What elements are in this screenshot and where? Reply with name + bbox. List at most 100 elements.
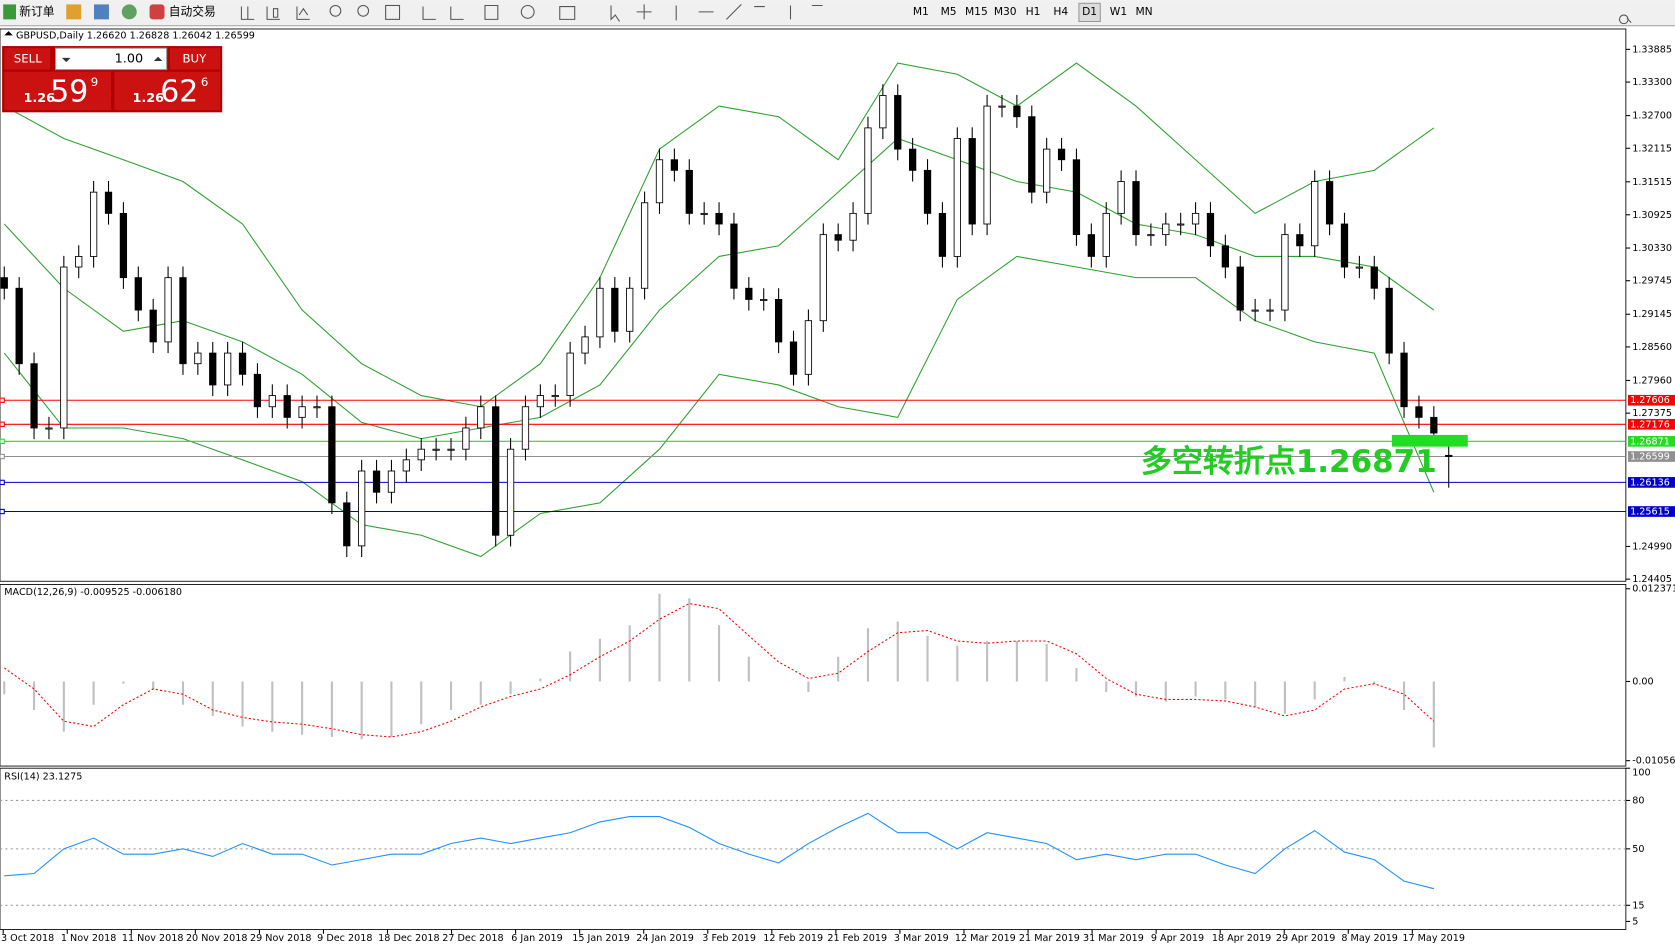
candle-body (224, 352, 232, 386)
candle-body (640, 202, 649, 289)
candle-body (1206, 212, 1215, 247)
candle-body (834, 234, 842, 241)
candle-body (998, 105, 1006, 108)
lots-down[interactable] (61, 57, 71, 63)
x-tick-label: 8 May 2019 (1341, 933, 1398, 944)
candle-body (670, 159, 679, 171)
plot: 1.33885 1.33300 1.32700 1.32115 1.31515 1.309… (0, 44, 1675, 944)
candle-body (909, 148, 917, 171)
sell-button[interactable] (4, 48, 51, 70)
x-tick-label: 1 Nov 2018 (61, 933, 116, 944)
macd-signal (3, 602, 1435, 738)
x-tick-label: 17 May 2019 (1402, 933, 1465, 944)
candle-body (611, 287, 619, 332)
level-label: 1.26871 (1630, 436, 1670, 447)
auto-trading-icon[interactable] (149, 4, 165, 20)
candle-body (1147, 234, 1155, 237)
timeframe-button[interactable]: M1 (913, 5, 929, 18)
timeframe-button[interactable]: MN (1135, 5, 1152, 18)
candle-body (462, 427, 470, 450)
timeframe-button[interactable]: H4 (1053, 5, 1068, 18)
level-marker (0, 421, 5, 427)
candle-body (983, 105, 991, 225)
lots-up[interactable] (153, 56, 163, 62)
timeframe-active (1078, 2, 1101, 23)
auto-trading-button[interactable]: 自动交易 (169, 4, 216, 18)
candle-body (134, 277, 142, 311)
x-tick-label: 11 Nov 2018 (122, 933, 184, 944)
timeframe-button[interactable]: W1 (1110, 5, 1127, 18)
timeframe-button[interactable]: M30 (994, 5, 1017, 18)
new-order-icon[interactable] (3, 4, 17, 20)
candle-body (1132, 181, 1140, 236)
y-tick-label: 1.29745 (1632, 276, 1672, 287)
timeframe-button[interactable]: H1 (1026, 5, 1041, 18)
candle-body (774, 299, 783, 343)
timeframe-button[interactable]: M5 (941, 5, 957, 18)
y-tick-label: 1.28560 (1632, 342, 1672, 353)
tool-icon[interactable] (94, 4, 109, 20)
candle-body (506, 448, 515, 536)
chart-type-icons[interactable] (240, 6, 310, 20)
candle-body (119, 212, 128, 279)
lots-value[interactable]: 1.00 (115, 51, 144, 66)
y-tick-label: 1.24405 (1632, 574, 1672, 585)
candle-body (730, 223, 738, 289)
y-tick-label: 1.33885 (1632, 44, 1672, 55)
timeframe-button[interactable]: D1 (1082, 5, 1097, 18)
x-tick-label: 12 Mar 2019 (955, 933, 1016, 944)
x-tick-label: 3 Feb 2019 (702, 933, 756, 944)
x-tick-label: 21 Mar 2019 (1019, 933, 1080, 944)
buy-price-pips[interactable]: 62 (160, 75, 198, 110)
candle-body (1355, 266, 1364, 269)
y-tick-label: 1.32115 (1632, 143, 1672, 154)
y-tick-label: 1.30330 (1632, 243, 1672, 254)
new-order-button[interactable]: 新订单 (19, 4, 54, 18)
search-icon[interactable] (1618, 14, 1632, 25)
zoom-out[interactable] (357, 4, 370, 17)
sell-price-big[interactable]: 1.26 (24, 91, 56, 106)
sell-label[interactable]: SELL (14, 51, 42, 65)
buy-price-box[interactable] (114, 71, 221, 111)
buy-button[interactable] (169, 48, 221, 70)
level-marker (0, 438, 5, 444)
timeframe-button[interactable]: M15 (965, 5, 988, 18)
candle-body (1057, 148, 1066, 161)
zoom-in[interactable] (329, 4, 342, 17)
y-tick-label: 1.27960 (1632, 375, 1672, 386)
macd-title: MACD(12,26,9) -0.009525 -0.006180 (4, 587, 182, 598)
timeframes: M1 M5 M15 M30 H1 H4 D1 W1 MN (913, 2, 1153, 23)
sell-price-pips[interactable]: 59 (50, 75, 88, 110)
lots-input[interactable] (55, 47, 168, 71)
x-tick-label: 24 Jan 2019 (636, 933, 694, 944)
buy-price-point[interactable]: 6 (201, 75, 208, 89)
sell-price-point[interactable]: 9 (91, 75, 98, 89)
tool-icon[interactable] (66, 4, 82, 20)
candle-body (104, 191, 113, 214)
candle-body (566, 352, 574, 396)
candle-body (417, 448, 425, 461)
candle-body (1311, 181, 1319, 247)
level-label: 1.27606 (1630, 395, 1670, 406)
x-tick-label: 23 Oct 2018 (0, 933, 54, 944)
candle-body (1281, 234, 1289, 311)
tool-icon[interactable] (121, 4, 137, 20)
candle-body (238, 352, 247, 375)
tile[interactable] (385, 4, 401, 20)
sell-price-box[interactable] (4, 71, 112, 111)
candle-body (1400, 352, 1408, 408)
y-tick-label: 100 (1632, 767, 1650, 778)
buy-label[interactable]: BUY (182, 51, 207, 65)
candle-body (1102, 212, 1110, 257)
y-tick-label: 1.33300 (1632, 77, 1672, 88)
candle-body (1236, 266, 1244, 311)
x-tick-label: 9 Dec 2018 (317, 933, 372, 944)
candle-body (1191, 212, 1200, 225)
level-label-box (1627, 477, 1675, 488)
candle-body (149, 309, 157, 343)
object-tools[interactable] (610, 4, 823, 22)
buy-price-big[interactable]: 1.26 (132, 91, 164, 106)
candle-body (60, 266, 68, 429)
candle-body (1430, 416, 1438, 434)
tool-icons[interactable] (422, 4, 576, 20)
